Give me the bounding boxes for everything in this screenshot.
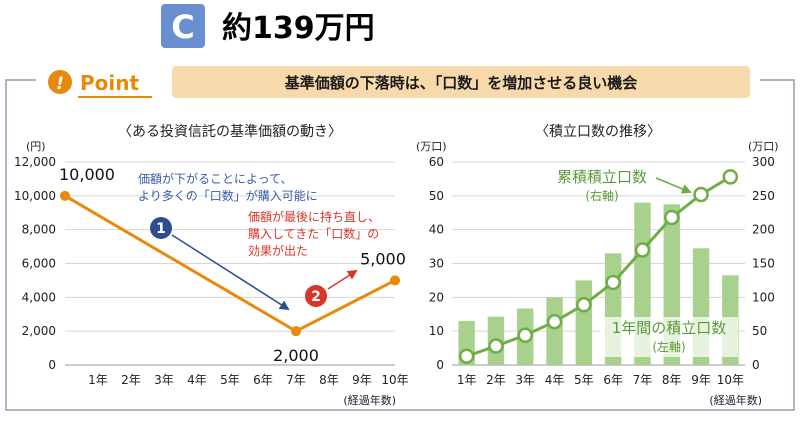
- units-x-tick-label: 4年: [545, 373, 565, 387]
- price-x-tick-label: 10年: [381, 373, 408, 387]
- units-y-right-tick-label: 150: [752, 257, 775, 271]
- point-label: Point: [80, 71, 139, 95]
- cumulative-point: [517, 327, 533, 343]
- price-x-tick-label: 9年: [352, 373, 372, 387]
- price-x-tick-label: 2年: [121, 373, 141, 387]
- units-y-left-tick-label: 0: [436, 358, 444, 372]
- units-y-right-tick-label: 0: [752, 358, 760, 372]
- price-y-unit: (円): [26, 140, 46, 153]
- annual-axis-note: (左軸): [652, 339, 685, 354]
- cumulative-point: [634, 242, 651, 258]
- units-x-tick-label: 10年: [717, 373, 744, 387]
- cumulative-point: [722, 169, 739, 185]
- units-y-right-tick-label: 200: [752, 223, 775, 237]
- price-x-tick-label: 6年: [253, 373, 273, 387]
- annotation-2-arrow: [327, 269, 358, 290]
- exclamation-mark-glyph: !: [56, 74, 64, 94]
- point-banner: [172, 66, 750, 98]
- units-x-tick-label: 9年: [691, 373, 711, 387]
- annotation-1-badge: [150, 217, 172, 239]
- units-y-right-tick-label: 100: [752, 290, 775, 304]
- cumulative-label-arrow: [655, 177, 692, 194]
- price-x-tick-label: 4年: [187, 373, 207, 387]
- cumulative-series-label: 累積積立口数: [557, 168, 647, 186]
- cumulative-line: [466, 175, 732, 358]
- units-y-left-tick-label: 60: [429, 155, 444, 169]
- annotation-2-badge: [305, 285, 327, 307]
- result-amount: 約139万円: [222, 11, 375, 46]
- units-x-unit: (経過年数): [709, 393, 762, 407]
- exclamation-icon: [48, 70, 72, 94]
- annotation-1-number: 1: [156, 221, 166, 237]
- price-point-label: 2,000: [273, 346, 319, 365]
- price-y-tick-label: 0: [48, 358, 56, 372]
- price-y-tick-label: 2,000: [22, 324, 56, 338]
- units-x-tick-label: 5年: [574, 373, 594, 387]
- price-x-tick-label: 8年: [319, 373, 339, 387]
- price-point-label: 5,000: [360, 249, 406, 268]
- price-point: [60, 190, 70, 201]
- price-y-tick-label: 6,000: [22, 257, 56, 271]
- annotation-1-text: より多くの「口数」が購入可能に: [138, 188, 318, 203]
- price-y-tick-label: 8,000: [22, 223, 56, 237]
- annotation-2-text: 価額が最後に持ち直し、: [248, 209, 380, 224]
- units-y-right-tick-label: 250: [752, 189, 775, 203]
- price-x-tick-label: 5年: [220, 373, 240, 387]
- units-x-tick-label: 6年: [603, 373, 623, 387]
- price-chart-title: 〈ある投資信託の基準価額の動き〉: [118, 123, 342, 140]
- units-x-tick-label: 3年: [515, 373, 535, 387]
- price-x-tick-label: 1年: [88, 373, 108, 387]
- price-x-tick-label: 3年: [154, 373, 174, 387]
- cumulative-point: [576, 297, 592, 313]
- units-y-left-tick-label: 20: [429, 290, 444, 304]
- units-y-left-unit: (万口): [416, 140, 447, 153]
- option-badge-box: [161, 4, 205, 48]
- units-y-left-tick-label: 10: [429, 324, 444, 338]
- annual-label-backdrop: [600, 317, 738, 357]
- units-bar: [575, 280, 593, 365]
- cumulative-point: [693, 186, 709, 203]
- units-y-right-tick-label: 300: [752, 155, 775, 169]
- cumulative-point: [488, 338, 504, 354]
- price-x-tick-label: 7年: [286, 373, 306, 387]
- annotation-2-number: 2: [311, 289, 321, 305]
- cumulative-point: [546, 313, 563, 330]
- units-y-right-tick-label: 50: [752, 324, 767, 338]
- units-x-tick-label: 1年: [457, 373, 477, 387]
- units-x-tick-label: 7年: [633, 373, 653, 387]
- price-y-tick-label: 12,000: [14, 155, 56, 169]
- price-point: [291, 326, 301, 337]
- annotation-2-text: 効果が出た: [248, 243, 308, 258]
- price-y-tick-label: 10,000: [14, 189, 56, 203]
- option-badge-letter: C: [171, 8, 194, 46]
- units-y-right-unit: (万口): [748, 140, 779, 153]
- cumulative-point: [664, 209, 680, 226]
- annual-series-label: 1年間の積立口数: [612, 319, 727, 337]
- units-chart-title: 〈積立口数の推移〉: [535, 124, 661, 140]
- units-x-tick-label: 2年: [486, 373, 506, 387]
- units-y-left-tick-label: 40: [429, 223, 444, 237]
- point-banner-text: 基準価額の下落時は、「口数」を増加させる良い機会: [284, 74, 638, 92]
- outer-frame: [5, 79, 795, 411]
- units-bar: [546, 297, 563, 365]
- annotation-1-arrow: [171, 234, 290, 311]
- cumulative-point: [458, 348, 475, 364]
- price-x-unit: (経過年数): [343, 393, 396, 407]
- units-y-left-tick-label: 30: [429, 257, 444, 271]
- annotation-1-text: 価額が下がることによって、: [138, 171, 292, 186]
- price-y-tick-label: 4,000: [22, 290, 56, 304]
- cumulative-axis-note: (右軸): [585, 188, 618, 203]
- price-chart: 〈ある投資信託の基準価額の動き〉 (円) 0 2,000 4,000 6,000 8,000…: [14, 123, 409, 407]
- cumulative-point: [605, 274, 621, 291]
- price-point: [390, 275, 400, 286]
- units-chart: 〈積立口数の推移〉 (万口) (万口) 0 10 20 30 40 50 60 0 50 100 150 2…: [416, 124, 779, 407]
- price-point-label: 10,000: [59, 165, 115, 184]
- annotation-2-text: 購入してきた「口数」の: [248, 226, 379, 241]
- units-y-left-tick-label: 50: [429, 189, 444, 203]
- units-x-tick-label: 8年: [662, 373, 682, 387]
